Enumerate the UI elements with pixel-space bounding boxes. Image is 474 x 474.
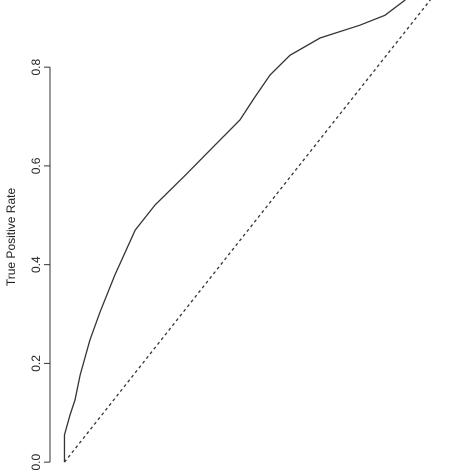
plot-area xyxy=(63,0,432,463)
y-tick-label: 0.6 xyxy=(29,157,43,174)
line xyxy=(63,0,406,463)
y-tick-label: 0.8 xyxy=(29,58,43,75)
y-axis-label: True Positive Rate xyxy=(4,188,18,287)
y-tick-label: 0.2 xyxy=(29,355,43,372)
y-tick-label: 0.4 xyxy=(29,256,43,273)
y-tick-label: 0.0 xyxy=(29,453,43,470)
line xyxy=(63,0,432,463)
